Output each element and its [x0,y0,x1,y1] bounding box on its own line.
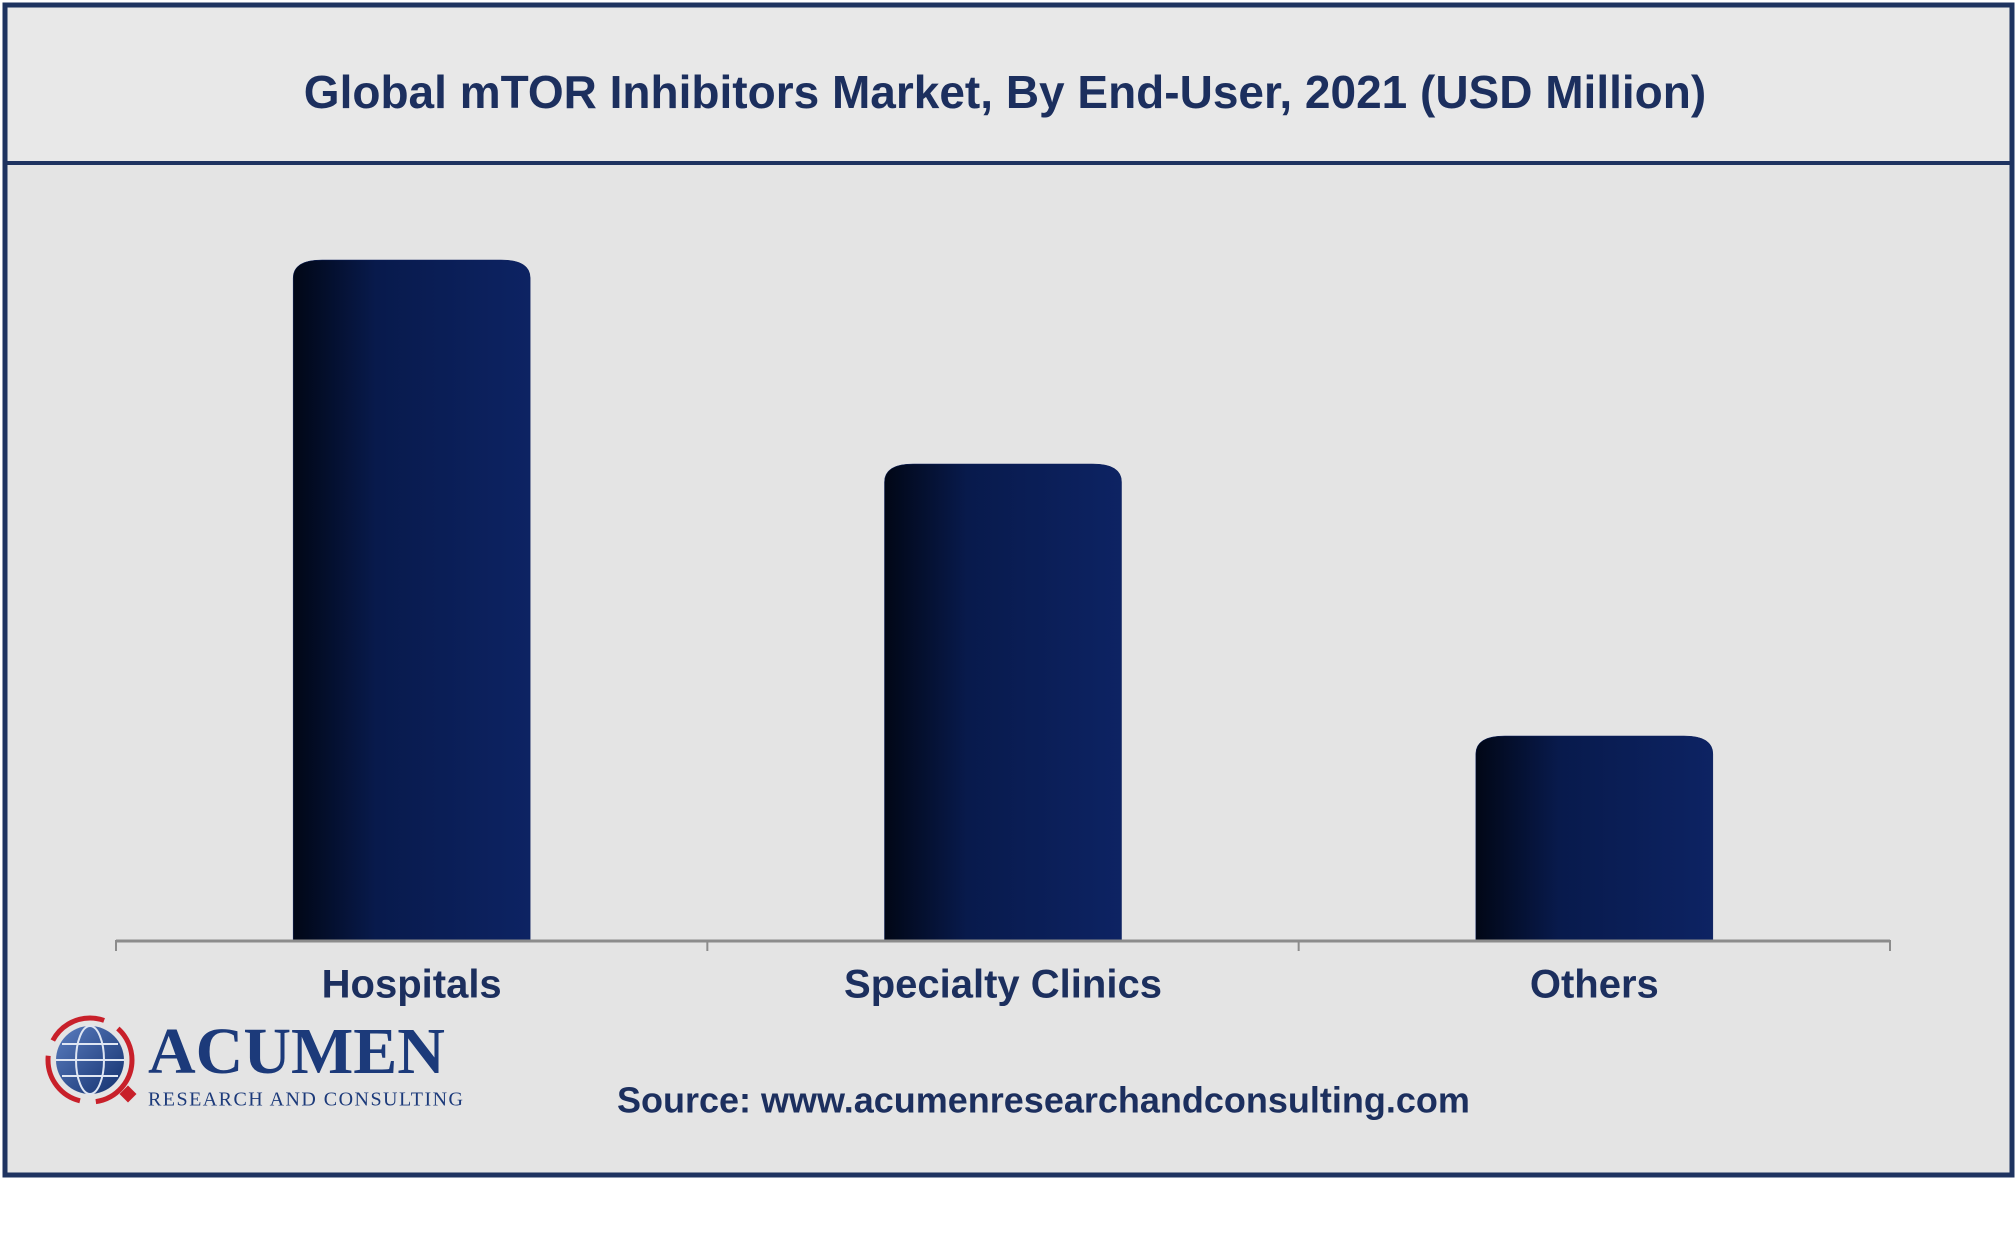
logo-tagline: RESEARCH AND CONSULTING [148,1089,463,1111]
x-tick-label: Hospitals [322,963,502,1007]
x-tick-label: Specialty Clinics [844,963,1162,1007]
title-band [8,8,2009,162]
x-tick-label: Others [1530,963,1659,1007]
bar [884,463,1122,941]
logo-name: ACUMEN [148,1015,445,1088]
bar [292,259,531,941]
logo: ACUMEN RESEARCH AND CONSULTING [45,1015,463,1111]
chart-title: Global mTOR Inhibitors Market, By End-Us… [304,66,1706,118]
bar [1475,735,1714,941]
logo-ring [45,1015,135,1105]
source-note: Source: www.acumenresearchandconsulting.… [617,1080,1470,1121]
